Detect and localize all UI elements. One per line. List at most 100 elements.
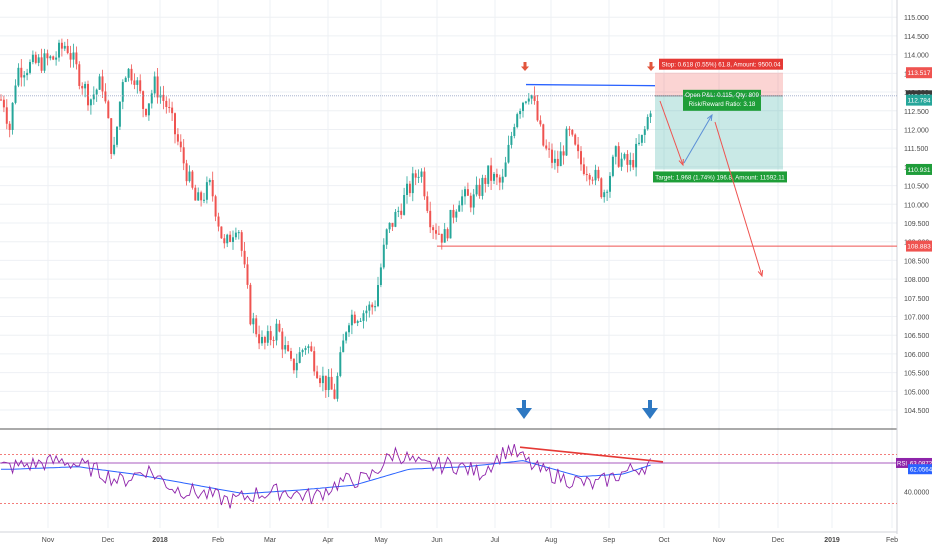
candle-body bbox=[464, 189, 466, 197]
candle-body bbox=[81, 85, 84, 89]
candle-body bbox=[69, 53, 72, 60]
time-tick-label: Sep bbox=[603, 537, 616, 544]
candle-body bbox=[429, 210, 432, 228]
candle-body bbox=[365, 310, 368, 314]
candle-body bbox=[11, 102, 14, 130]
candle-body bbox=[0, 99, 2, 101]
candle-body bbox=[295, 362, 298, 371]
price-tag-bg bbox=[906, 94, 932, 106]
peak-marker-2-head bbox=[647, 66, 655, 71]
candle-body bbox=[145, 108, 147, 116]
candle-body bbox=[588, 175, 591, 180]
rsi-divergence-marker-2 bbox=[642, 400, 658, 419]
candle-body bbox=[8, 123, 11, 130]
candle-body bbox=[571, 129, 574, 135]
candle-body bbox=[524, 101, 527, 103]
candle-body bbox=[52, 56, 55, 60]
candle-body bbox=[34, 54, 37, 63]
price-tick-label: 110.000 bbox=[904, 202, 929, 209]
candle-body bbox=[542, 124, 545, 146]
candle-body bbox=[292, 358, 295, 371]
candle-body bbox=[113, 144, 116, 154]
candle-body bbox=[176, 134, 179, 142]
projection-arrows bbox=[659, 100, 764, 278]
candle-body bbox=[197, 192, 200, 201]
candle-body bbox=[606, 191, 609, 193]
open-pl-bg bbox=[683, 89, 761, 111]
candle-body bbox=[310, 346, 313, 352]
candle-body bbox=[307, 346, 310, 348]
time-tick-label: 2019 bbox=[824, 537, 840, 544]
rsi-divergence-marker-2-head bbox=[642, 408, 658, 419]
candle-body bbox=[162, 94, 165, 101]
time-tick-label: Aug bbox=[545, 537, 558, 544]
candle-body bbox=[188, 171, 191, 182]
candle-body bbox=[472, 194, 475, 208]
candle-body bbox=[275, 323, 278, 341]
candle-body bbox=[548, 148, 551, 150]
candle-body bbox=[350, 314, 353, 326]
candle-body bbox=[545, 145, 548, 149]
stop-label-bg bbox=[659, 58, 783, 70]
price-tick-label: 104.500 bbox=[904, 408, 929, 415]
projection-arrow-down-1 bbox=[659, 100, 684, 166]
time-tick-label: Nov bbox=[713, 537, 726, 544]
candle-body bbox=[504, 162, 507, 177]
candle-body bbox=[290, 351, 292, 359]
candle-body bbox=[249, 284, 252, 325]
candle-body bbox=[147, 103, 150, 116]
candle-body bbox=[272, 340, 275, 342]
candle-body bbox=[49, 56, 52, 59]
candle-body bbox=[101, 76, 104, 92]
candle-body bbox=[617, 146, 620, 167]
rsi-divergence-marker-1-head bbox=[516, 408, 532, 419]
candle-body bbox=[408, 183, 411, 194]
candle-body bbox=[281, 331, 284, 350]
candle-body bbox=[498, 177, 501, 183]
price-tick-label: 105.500 bbox=[904, 371, 929, 378]
candle-body bbox=[333, 389, 336, 399]
candle-body bbox=[495, 173, 498, 178]
candle-body bbox=[23, 75, 26, 78]
price-tick-label: 109.500 bbox=[904, 221, 929, 228]
candle-body bbox=[214, 196, 217, 217]
time-tick-label: Nov bbox=[42, 537, 55, 544]
candle-body bbox=[127, 68, 130, 78]
price-tick-label: 111.500 bbox=[904, 146, 928, 153]
candle-body bbox=[179, 141, 182, 148]
candle-body bbox=[440, 233, 443, 243]
candle-body bbox=[324, 375, 327, 391]
candle-body bbox=[379, 267, 382, 286]
candle-body bbox=[165, 100, 168, 108]
price-tick-label: 107.000 bbox=[904, 315, 929, 322]
candle-body bbox=[211, 180, 214, 197]
candle-body bbox=[200, 192, 203, 201]
open-pl-box: Open P&L: 0.115, Qty: 809 Risk/Reward Rat… bbox=[683, 89, 761, 111]
candle-body bbox=[582, 164, 585, 174]
candle-body bbox=[507, 144, 510, 163]
candle-body bbox=[368, 304, 371, 311]
projection-arrow-up bbox=[683, 114, 713, 164]
projection-arrow-down-2-head bbox=[757, 269, 764, 278]
candles bbox=[0, 38, 652, 402]
candle-body bbox=[107, 101, 110, 119]
candle-body bbox=[374, 306, 377, 308]
target-label: Target: 1.968 (1.74%) 196.8, Amount: 115… bbox=[655, 174, 785, 181]
candle-body bbox=[258, 334, 261, 344]
candle-body bbox=[577, 144, 580, 152]
candle-body bbox=[217, 216, 220, 227]
price-tick-label: 110.500 bbox=[904, 184, 929, 191]
candle-body bbox=[640, 134, 643, 143]
candle-body bbox=[60, 42, 63, 49]
candle-body bbox=[255, 318, 258, 335]
candle-body bbox=[240, 232, 243, 251]
candle-body bbox=[142, 91, 145, 109]
price-tick-label: 115.000 bbox=[904, 15, 929, 22]
candle-body bbox=[411, 173, 414, 194]
candle-body bbox=[580, 151, 582, 165]
open-pl-label: Open P&L: 0.115, Qty: 809 bbox=[685, 92, 759, 99]
candle-body bbox=[388, 222, 391, 230]
candle-body bbox=[475, 184, 478, 195]
